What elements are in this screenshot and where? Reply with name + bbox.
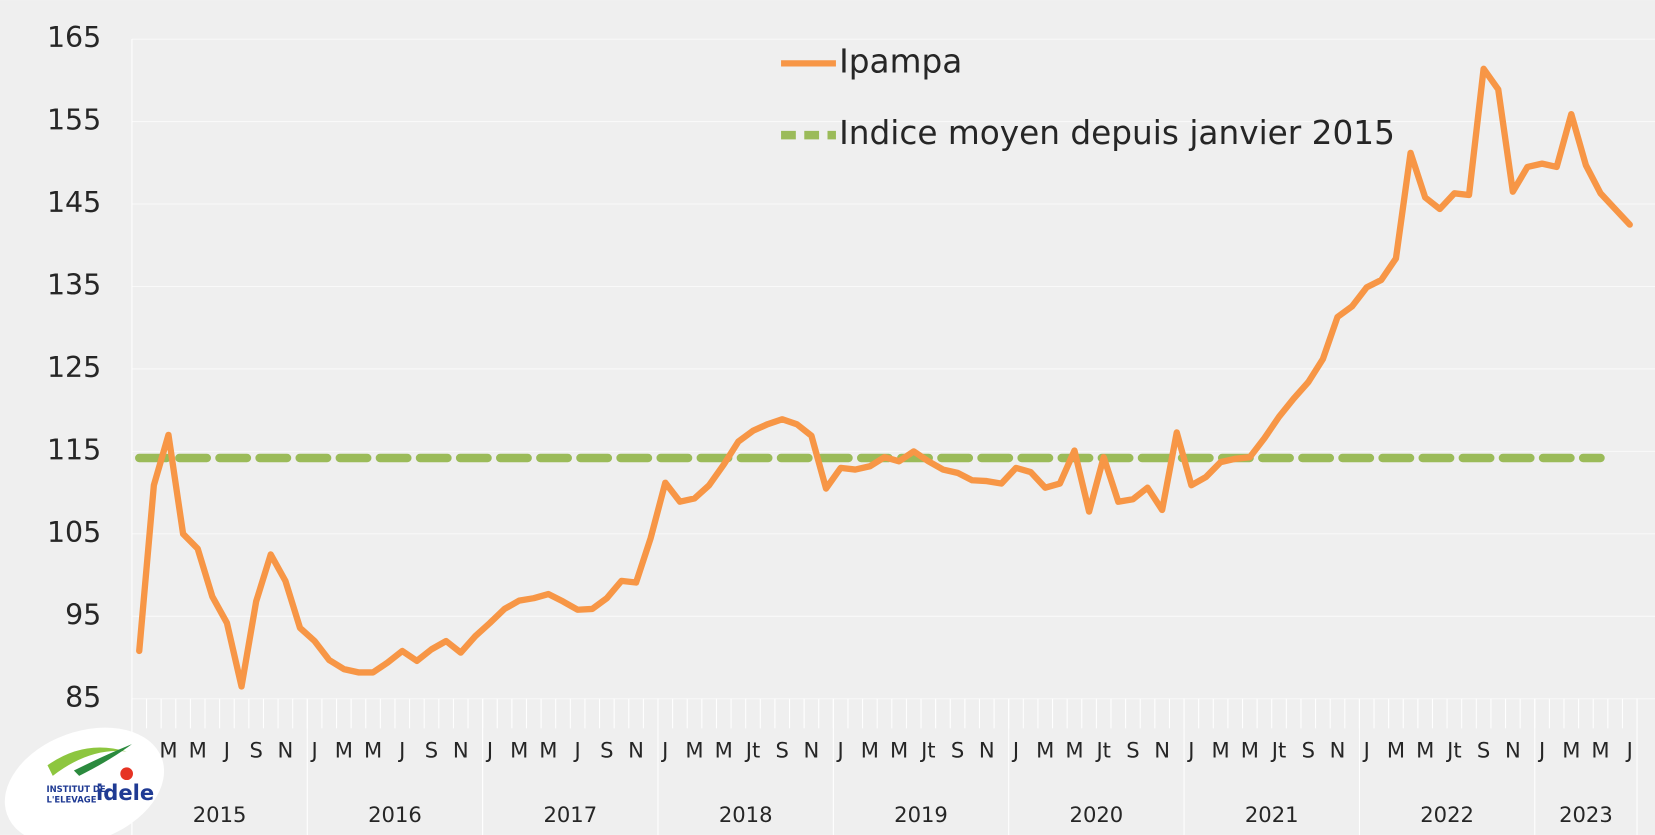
y-tick-label: 165: [47, 21, 101, 54]
x-tick-label: M: [1387, 738, 1405, 763]
legend-label: Indice moyen depuis janvier 2015: [839, 114, 1395, 152]
x-tick-label: S: [1477, 738, 1490, 763]
x-tick-label: M: [1065, 738, 1083, 763]
x-tick-label: Jt: [1094, 738, 1110, 763]
y-tick-label: 135: [47, 268, 101, 301]
x-tick-label: Jt: [744, 738, 761, 763]
year-label: 2018: [719, 802, 773, 827]
x-tick-label: J: [1011, 738, 1019, 763]
x-tick-label: M: [1562, 738, 1580, 763]
logo-text: L'ELEVAGE: [46, 795, 96, 805]
x-tick-label: J: [660, 738, 668, 763]
x-tick-label: M: [715, 738, 733, 763]
x-tick-label: J: [1186, 738, 1194, 763]
y-tick-label: 95: [65, 598, 101, 631]
x-tick-label: N: [804, 738, 820, 763]
x-tick-label: M: [539, 738, 557, 763]
year-label: 2022: [1420, 802, 1474, 827]
y-tick-label: 115: [47, 433, 101, 466]
x-tick-label: S: [249, 738, 262, 763]
year-label: 2021: [1245, 802, 1299, 827]
x-tick-label: M: [1591, 738, 1609, 763]
x-tick-label: M: [1036, 738, 1054, 763]
x-tick-label: J: [1537, 738, 1545, 763]
y-tick-label: 145: [47, 186, 101, 219]
year-label: 2019: [894, 802, 948, 827]
logo-drop: [120, 767, 133, 781]
x-tick-label: J: [485, 738, 493, 763]
x-tick-label: N: [1154, 738, 1170, 763]
y-tick-label: 105: [47, 516, 101, 549]
x-tick-label: S: [425, 738, 438, 763]
year-label: 2020: [1070, 802, 1124, 827]
x-tick-label: M: [861, 738, 879, 763]
legend-label: Ipampa: [839, 42, 962, 80]
logo-background: [4, 727, 165, 835]
x-tick-label: S: [600, 738, 613, 763]
x-tick-label: M: [685, 738, 703, 763]
x-tick-label: J: [397, 738, 405, 763]
x-tick-label: J: [222, 738, 230, 763]
x-tick-label: Jt: [919, 738, 936, 763]
year-label: 2016: [368, 802, 422, 827]
y-tick-label: 85: [65, 681, 101, 714]
logo-swoosh: [47, 747, 127, 776]
x-tick-label: M: [1211, 738, 1229, 763]
x-tick-label: S: [1126, 738, 1139, 763]
year-label: 2015: [193, 802, 247, 827]
x-tick-label: J: [309, 738, 317, 763]
x-tick-label: J: [573, 738, 581, 763]
logo-name: idele: [96, 780, 154, 805]
x-tick-label: Jt: [1270, 738, 1287, 763]
x-tick-label: S: [776, 738, 789, 763]
logo: INSTITUT DE L'ELEVAGE idele: [4, 727, 165, 835]
x-tick-label: M: [1241, 738, 1259, 763]
series-line: [136, 65, 1633, 690]
x-tick-label: M: [510, 738, 528, 763]
x-tick-label: M: [364, 738, 382, 763]
x-tick-label: M: [189, 738, 207, 763]
year-label: 2023: [1559, 802, 1613, 827]
logo-text: INSTITUT DE: [46, 784, 105, 794]
x-tick-label: J: [836, 738, 844, 763]
logo-swoosh: [73, 744, 132, 776]
x-tick-label: N: [979, 738, 995, 763]
x-tick-label: J: [1625, 738, 1633, 763]
x-tick-label: N: [277, 738, 293, 763]
x-tick-label: N: [628, 738, 644, 763]
x-tick-label: M: [890, 738, 908, 763]
year-label: 2017: [543, 802, 597, 827]
x-tick-label: J: [1362, 738, 1370, 763]
y-tick-label: 155: [47, 104, 101, 137]
x-tick-label: Jt: [1445, 738, 1462, 763]
x-tick-label: N: [1505, 738, 1521, 763]
x-tick-label: M: [159, 738, 177, 763]
y-tick-label: 125: [47, 351, 101, 384]
x-tick-label: N: [453, 738, 469, 763]
x-tick-label: S: [1302, 738, 1315, 763]
x-tick-label: M: [335, 738, 353, 763]
x-tick-label: M: [1416, 738, 1434, 763]
x-tick-label: N: [1330, 738, 1346, 763]
x-tick-label: S: [951, 738, 964, 763]
